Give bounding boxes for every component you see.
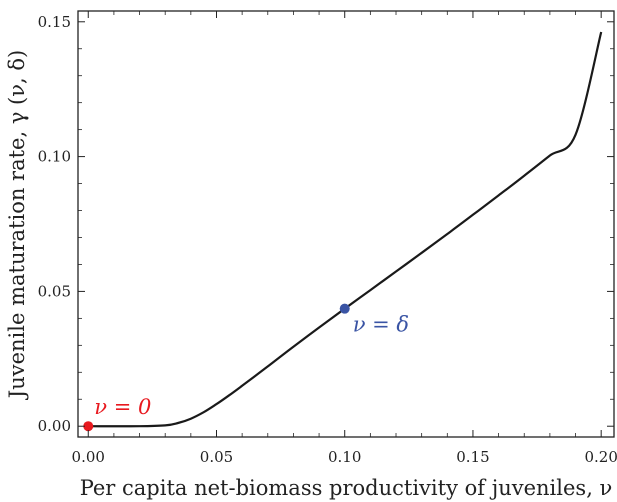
x-axis-label: Per capita net-biomass productivity of j… [80, 476, 613, 500]
nu-delta-point [339, 303, 350, 314]
y-tick-label: 0.05 [38, 282, 71, 300]
x-tick-label: 0.05 [200, 448, 233, 466]
nu-zero-label: ν = 0 [94, 395, 151, 419]
y-axis-label: Juvenile maturation rate, γ (ν, δ) [5, 50, 29, 400]
x-tick-label: 0.15 [456, 448, 489, 466]
plot-area: ν = 0 ν = δ [83, 31, 603, 432]
nu-zero-point [83, 421, 94, 432]
y-tick-label: 0.15 [38, 13, 71, 31]
axis-ticks: 0.00 0.05 0.10 0.15 0.20 0.00 0.05 0.10 0.15 [38, 11, 617, 466]
x-tick-label: 0.10 [328, 448, 361, 466]
x-tick-label: 0.00 [72, 448, 105, 466]
y-tick-label: 0.00 [38, 417, 71, 435]
x-tick-label: 0.20 [584, 448, 617, 466]
nu-delta-label: ν = δ [353, 313, 409, 337]
maturation-rate-line [88, 31, 603, 428]
plot-frame [77, 10, 615, 438]
y-tick-label: 0.10 [38, 148, 71, 166]
